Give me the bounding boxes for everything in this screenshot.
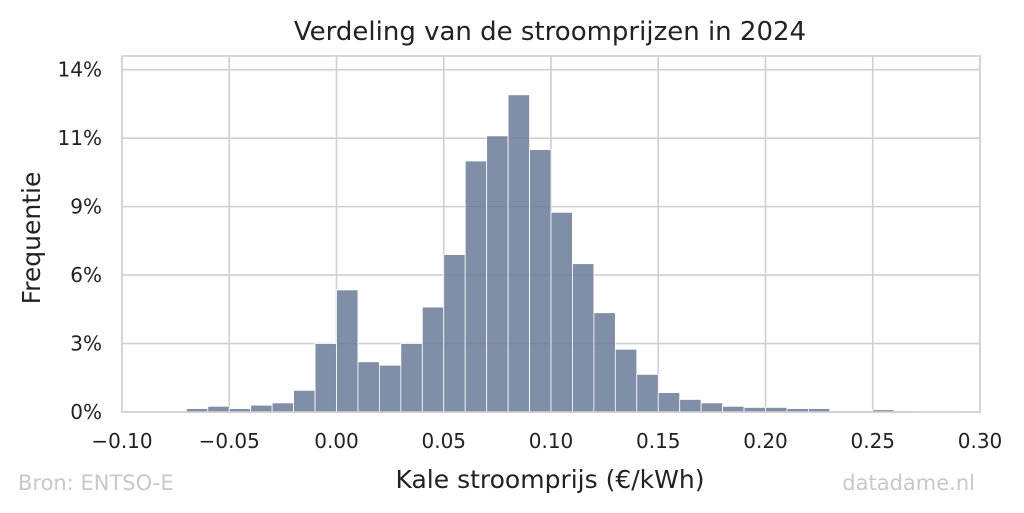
x-tick-label: 0.30 bbox=[958, 429, 1003, 453]
histogram-bar bbox=[636, 373, 659, 413]
y-axis-label: Frequentie bbox=[17, 172, 46, 305]
histogram-bar bbox=[572, 263, 595, 413]
site-credit: datadame.nl bbox=[842, 471, 975, 495]
histogram-bar bbox=[443, 254, 466, 413]
x-axis-label: Kale stroomprijs (€/kWh) bbox=[396, 465, 705, 494]
histogram-bar bbox=[207, 405, 230, 413]
histogram-bar bbox=[336, 289, 359, 413]
histogram-bar bbox=[293, 389, 316, 413]
y-tick-labels: 0% 3% 6% 9% 11% 14% bbox=[58, 58, 102, 424]
histogram-bar bbox=[271, 402, 294, 413]
histogram-bar bbox=[464, 160, 488, 413]
x-tick-labels: −0.10 −0.05 0.00 0.05 0.10 0.15 0.20 0.25 0.30 bbox=[91, 429, 1002, 453]
y-tick-label: 0% bbox=[70, 400, 102, 424]
x-tick-label: 0.05 bbox=[421, 429, 466, 453]
histogram-bar bbox=[700, 402, 724, 413]
histogram-bar bbox=[722, 405, 745, 413]
x-tick-label: 0.00 bbox=[314, 429, 359, 453]
source-credit: Bron: ENTSO-E bbox=[18, 471, 174, 495]
plot-frame bbox=[121, 55, 981, 413]
y-tick-label: 6% bbox=[70, 263, 102, 287]
y-tick-label: 9% bbox=[70, 195, 102, 219]
x-tick-label: 0.10 bbox=[529, 429, 574, 453]
histogram-bar bbox=[357, 361, 380, 413]
y-tick-label: 14% bbox=[58, 58, 102, 82]
histogram-bar bbox=[593, 312, 616, 413]
histogram-bar bbox=[378, 364, 402, 413]
histogram-bar bbox=[486, 135, 509, 413]
histogram-bar bbox=[507, 94, 530, 413]
x-tick-label: −0.10 bbox=[91, 429, 152, 453]
x-tick-label: −0.05 bbox=[199, 429, 260, 453]
bars bbox=[185, 94, 959, 413]
x-tick-label: 0.15 bbox=[636, 429, 681, 453]
histogram-bar bbox=[550, 211, 573, 413]
y-tick-label: 3% bbox=[70, 332, 102, 356]
histogram-bar bbox=[250, 404, 273, 413]
histogram-bar bbox=[614, 348, 638, 413]
x-tick-label: 0.20 bbox=[743, 429, 788, 453]
histogram-bar bbox=[529, 149, 552, 413]
chart-title: Verdeling van de stroomprijzen in 2024 bbox=[294, 17, 806, 47]
histogram-bar bbox=[657, 392, 681, 413]
histogram-bar bbox=[679, 399, 702, 413]
y-tick-label: 11% bbox=[58, 126, 102, 150]
histogram-bar bbox=[400, 343, 423, 413]
x-tick-label: 0.25 bbox=[850, 429, 895, 453]
histogram-bar bbox=[421, 306, 445, 413]
histogram-bar bbox=[314, 343, 337, 413]
